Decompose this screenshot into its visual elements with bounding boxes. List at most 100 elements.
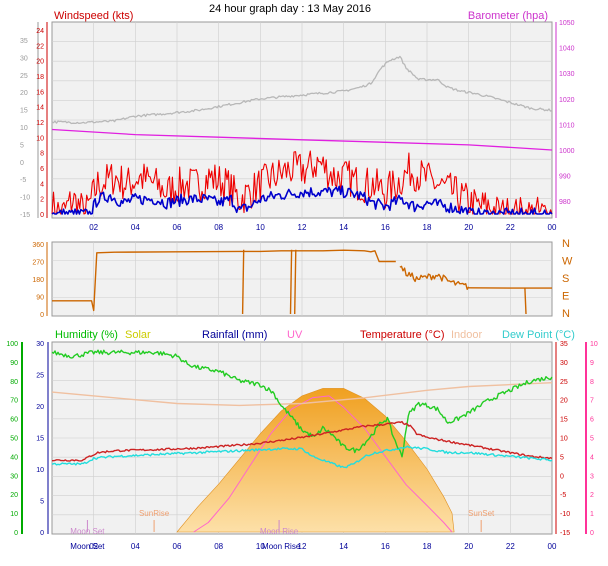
event-annotation: Moon Rise	[260, 527, 299, 536]
solar-label: Solar	[125, 329, 151, 341]
barometer-tick-label: 1000	[559, 148, 575, 155]
uv-label: UV	[287, 329, 303, 341]
compass-label: N	[562, 238, 570, 250]
barometer-tick-label: 1030	[559, 71, 575, 78]
multi-x-tick: 18	[423, 542, 432, 551]
windspeed-tick-label: 12	[36, 120, 44, 127]
temperature-tick-label: -10	[560, 511, 570, 518]
uv-tick-label: 3	[590, 473, 594, 480]
multi-x-tick: 06	[173, 542, 182, 551]
event-annotation: SunRise	[139, 509, 170, 518]
outer-tick-label: 25	[20, 73, 28, 80]
humidity-tick-label: 30	[10, 473, 18, 480]
barometer-label: Barometer (hpa)	[468, 10, 548, 22]
temperature-tick-label: 20	[560, 398, 568, 405]
humidity-tick-label: 70	[10, 398, 18, 405]
humidity-tick-label: 40	[10, 454, 18, 461]
humidity-tick-label: 80	[10, 379, 18, 386]
multi-x-tick: 08	[214, 542, 223, 551]
rain-tick-label: 25	[36, 373, 44, 380]
uv-tick-label: 2	[590, 492, 594, 499]
rain-tick-label: 10	[36, 467, 44, 474]
temperature-label: Temperature (°C)	[360, 329, 444, 341]
wind-x-tick: 04	[131, 223, 140, 232]
dewpoint-label: Dew Point (°C)	[502, 329, 575, 341]
direction-tick-label: 90	[36, 295, 44, 302]
direction-tick-label: 360	[32, 242, 44, 249]
temperature-tick-label: 0	[560, 473, 564, 480]
outer-tick-label: -5	[20, 177, 26, 184]
uv-tick-label: 5	[590, 436, 594, 443]
temperature-tick-label: 15	[560, 417, 568, 424]
outer-tick-label: -10	[20, 195, 30, 202]
outer-tick-label: 15	[20, 108, 28, 115]
windspeed-tick-label: 8	[40, 151, 44, 158]
direction-tick-label: 0	[40, 312, 44, 319]
barometer-tick-label: 1050	[559, 20, 575, 27]
rain-tick-label: 0	[40, 530, 44, 537]
multi-x-tick: 14	[339, 542, 348, 551]
wind-x-tick: 06	[173, 223, 182, 232]
outer-tick-label: 5	[20, 142, 24, 149]
windspeed-tick-label: 0	[40, 212, 44, 219]
wind-x-tick: 14	[339, 223, 348, 232]
moon-event-label: Moon Set	[70, 542, 105, 551]
graph-title: 24 hour graph day : 13 May 2016	[209, 3, 371, 15]
multi-x-tick: 16	[381, 542, 390, 551]
direction-tick-label: 270	[32, 260, 44, 267]
rain-tick-label: 15	[36, 436, 44, 443]
temperature-tick-label: -5	[560, 492, 566, 499]
rain-tick-label: 30	[36, 341, 44, 348]
humidity-tick-label: 90	[10, 360, 18, 367]
temperature-tick-label: 30	[560, 360, 568, 367]
humidity-tick-label: 20	[10, 492, 18, 499]
windspeed-tick-label: 22	[36, 43, 44, 50]
compass-label: W	[562, 256, 573, 268]
humidity-tick-label: 50	[10, 436, 18, 443]
uv-tick-label: 9	[590, 360, 594, 367]
temperature-tick-label: -15	[560, 530, 570, 537]
windspeed-tick-label: 2	[40, 197, 44, 204]
temperature-tick-label: 10	[560, 436, 568, 443]
compass-label: S	[562, 273, 569, 285]
multi-x-tick: 22	[506, 542, 515, 551]
uv-tick-label: 1	[590, 511, 594, 518]
barometer-tick-label: 1010	[559, 122, 575, 129]
wind-x-tick: 20	[464, 223, 473, 232]
indoor-label: Indoor	[451, 329, 483, 341]
event-annotation: Moon Set	[70, 527, 105, 536]
windspeed-tick-label: 18	[36, 74, 44, 81]
wind-x-tick: 10	[256, 223, 265, 232]
windspeed-label: Windspeed (kts)	[54, 10, 133, 22]
outer-tick-label: -15	[20, 212, 30, 219]
wind-x-tick: 22	[506, 223, 515, 232]
windspeed-tick-label: 4	[40, 181, 44, 188]
windspeed-tick-label: 14	[36, 105, 44, 112]
wind-x-tick: 08	[214, 223, 223, 232]
multi-x-tick: 04	[131, 542, 140, 551]
outer-tick-label: 20	[20, 90, 28, 97]
outer-tick-label: 0	[20, 160, 24, 167]
outer-tick-label: 30	[20, 55, 28, 62]
wind-x-tick: 16	[381, 223, 390, 232]
uv-tick-label: 10	[590, 341, 598, 348]
wind-x-tick: 00	[548, 223, 557, 232]
multi-x-tick: 02	[89, 542, 98, 551]
compass-label: N	[562, 308, 570, 320]
windspeed-tick-label: 6	[40, 166, 44, 173]
event-annotation: SunSet	[468, 509, 495, 518]
windspeed-tick-label: 20	[36, 59, 44, 66]
multi-x-tick: 20	[464, 542, 473, 551]
humidity-tick-label: 0	[14, 530, 18, 537]
outer-tick-label: 10	[20, 125, 28, 132]
rainfall-label: Rainfall (mm)	[202, 329, 267, 341]
wind-x-tick: 12	[298, 223, 307, 232]
moon-event-label: Moon Rise	[262, 542, 301, 551]
windspeed-tick-label: 24	[36, 28, 44, 35]
multi-x-tick: 12	[298, 542, 307, 551]
barometer-tick-label: 1020	[559, 97, 575, 104]
uv-tick-label: 6	[590, 417, 594, 424]
direction-tick-label: 180	[32, 277, 44, 284]
multi-x-tick: 00	[548, 542, 557, 551]
